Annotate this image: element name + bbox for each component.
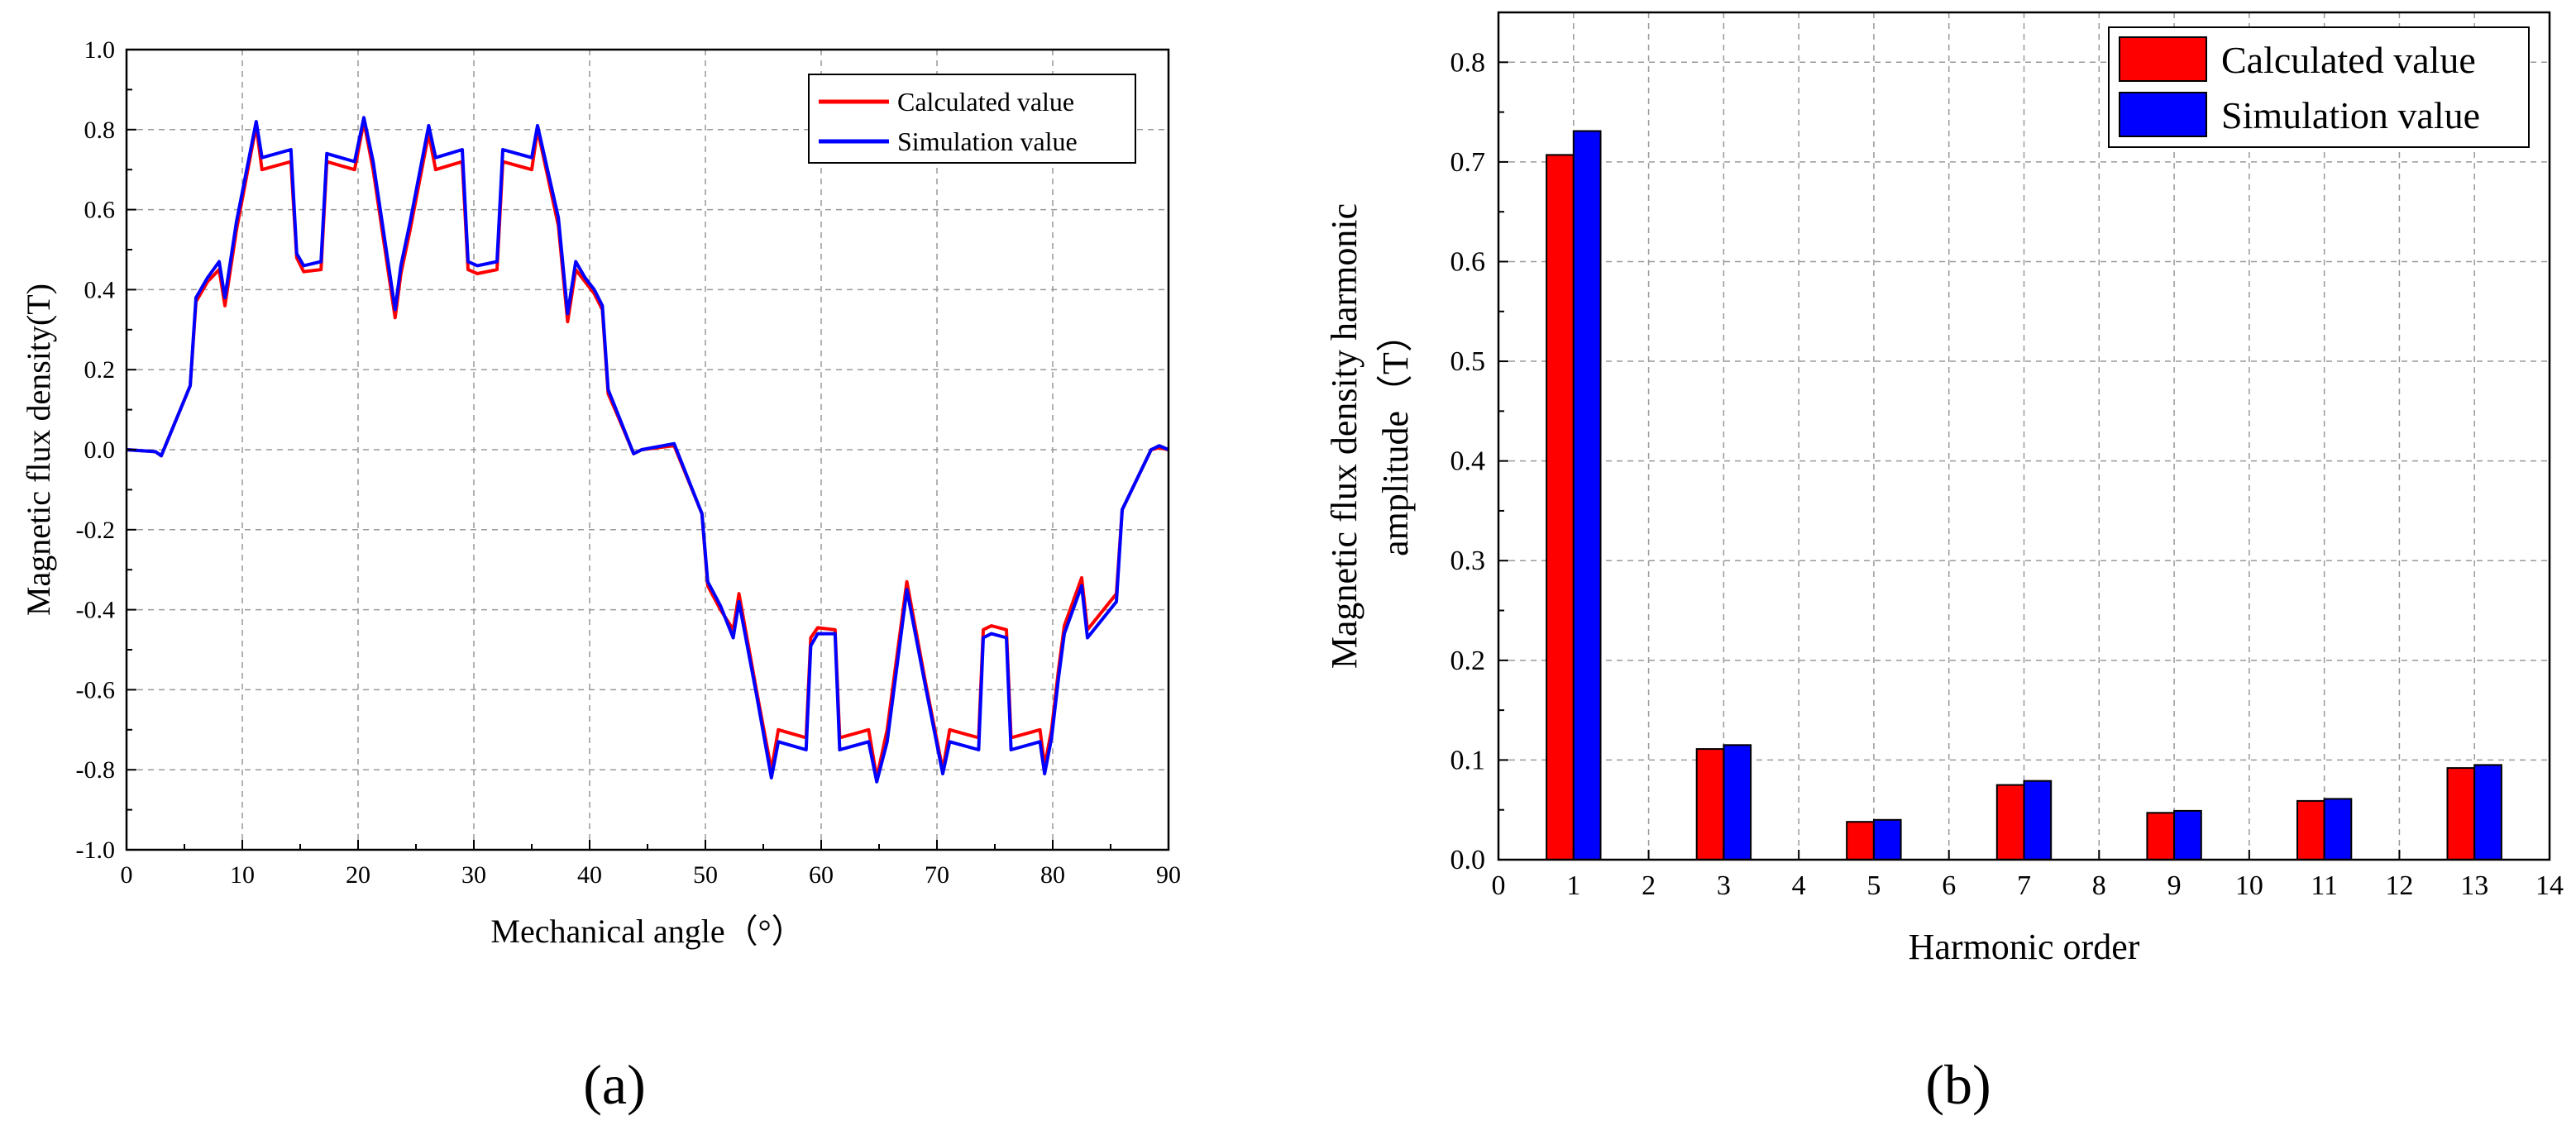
x-tick-label: 4 [1792, 870, 1806, 901]
x-tick-label: 5 [1866, 870, 1881, 901]
y-tick-label: 0.7 [1450, 147, 1486, 178]
y-axis-title-b-line2: amplitude（T） [1375, 316, 1416, 556]
y-tick-label: -1.0 [76, 837, 116, 864]
calculated-bar-h5 [1846, 821, 1875, 861]
legend-box-a [808, 74, 1136, 164]
x-tick-label: 12 [2385, 870, 2413, 901]
x-tick-label: 70 [925, 861, 949, 889]
x-tick-label: 10 [2235, 870, 2263, 901]
calculated-bar-h9 [2146, 812, 2176, 861]
y-tick-label: 0.4 [84, 276, 116, 303]
x-tick-label: 7 [2017, 870, 2031, 901]
x-tick-label: 50 [693, 861, 718, 889]
x-tick-label: 10 [230, 861, 255, 889]
x-tick-label: 9 [2167, 870, 2182, 901]
y-tick-label: 0.8 [84, 117, 116, 144]
x-tick-label: 90 [1156, 861, 1181, 889]
x-tick-label: 6 [1942, 870, 1956, 901]
calculated-bar-h13 [2446, 767, 2476, 861]
y-tick-label: 0.8 [1450, 47, 1486, 78]
x-tick-label: 60 [809, 861, 834, 889]
simulation-bar-h5 [1872, 818, 1902, 861]
ticks-b: 0 1 2 3 4 5 6 7 8 9 10 11 12 13 140.00.10.20.30.40.50.… [1450, 12, 2564, 901]
legend-swatch-calculated [2119, 36, 2207, 82]
legend-a: Calculated value Simulation value [808, 74, 1136, 164]
simulation-bar-h3 [1723, 744, 1752, 861]
y-tick-label: 0.5 [1450, 346, 1486, 377]
simulation-bar-h9 [2173, 809, 2202, 861]
y-tick-label: 0.2 [84, 356, 116, 384]
calculated-bar-h7 [1995, 784, 2025, 861]
bars-b [1546, 130, 2502, 861]
x-tick-label: 20 [346, 861, 370, 889]
simulation-bar-h7 [2023, 780, 2053, 861]
y-tick-label: 1.0 [84, 36, 116, 64]
simulation-bar-h11 [2323, 798, 2353, 861]
legend-label-calculated: Calculated value [2221, 39, 2476, 81]
y-tick-label: 0.3 [1450, 546, 1486, 576]
y-tick-label: 0.0 [84, 436, 116, 464]
x-tick-label: 30 [461, 861, 486, 889]
x-axis-title-b: Harmonic order [1909, 927, 2140, 967]
legend-label-calculated: Calculated value [897, 87, 1074, 117]
calculated-bar-h11 [2296, 799, 2325, 861]
y-tick-label: 0.6 [84, 197, 116, 224]
x-tick-label: 8 [2092, 870, 2106, 901]
legend-label-simulation: Simulation value [2221, 94, 2480, 136]
chart-b: 0 1 2 3 4 5 6 7 8 9 10 11 12 13 140.00.10.20.30.40.50.… [1324, 11, 2564, 1116]
panel-label-b: (b) [1925, 1053, 1991, 1116]
y-tick-label: 0.4 [1450, 446, 1486, 477]
panel-label-a: (a) [583, 1053, 645, 1116]
y-tick-label: 0.0 [1450, 845, 1486, 875]
x-tick-label: 1 [1566, 870, 1580, 901]
ticks-a: 0 10 20 30 40 50 60 70 80 90 1.0 0.8 0.6 0.4 0.2 0.0 -0.… [76, 36, 1182, 889]
y-tick-label: 0.6 [1450, 246, 1486, 277]
y-axis-title-a: Magnetic flux density(T) [20, 284, 57, 616]
y-axis-title-b-line1: Magnetic flux density harmonic [1324, 203, 1364, 669]
simulation-bar-h13 [2473, 764, 2502, 861]
x-tick-label: 0 [121, 861, 133, 889]
y-tick-label: -0.4 [76, 597, 116, 624]
simulation-bar-h1 [1572, 130, 1602, 861]
x-tick-label: 0 [1492, 870, 1506, 901]
calculated-bar-h1 [1546, 154, 1575, 861]
x-tick-label: 40 [577, 861, 602, 889]
calculated-bar-h3 [1695, 748, 1725, 861]
x-tick-label: 80 [1040, 861, 1065, 889]
x-tick-label: 11 [2311, 870, 2338, 901]
x-tick-label: 3 [1717, 870, 1731, 901]
y-tick-label: 0.2 [1450, 646, 1486, 676]
y-tick-label: -0.2 [76, 517, 116, 544]
simulation-series-line [126, 116, 1169, 784]
y-tick-label: 0.1 [1450, 745, 1486, 775]
x-tick-label: 13 [2460, 870, 2488, 901]
legend-swatch-simulation [2119, 92, 2207, 137]
x-tick-label: 14 [2535, 870, 2564, 901]
y-tick-label: -0.8 [76, 756, 116, 784]
legend-label-simulation: Simulation value [897, 126, 1078, 156]
chart-a: 0 10 20 30 40 50 60 70 80 90 1.0 0.8 0.6 0.4 0.2 0.0 -0.… [20, 36, 1181, 1116]
x-tick-label: 2 [1642, 870, 1656, 901]
legend-b: Calculated value Simulation value [2108, 26, 2530, 148]
x-axis-title-a: Mechanical angle（°） [490, 913, 804, 950]
y-tick-label: -0.6 [76, 676, 116, 703]
